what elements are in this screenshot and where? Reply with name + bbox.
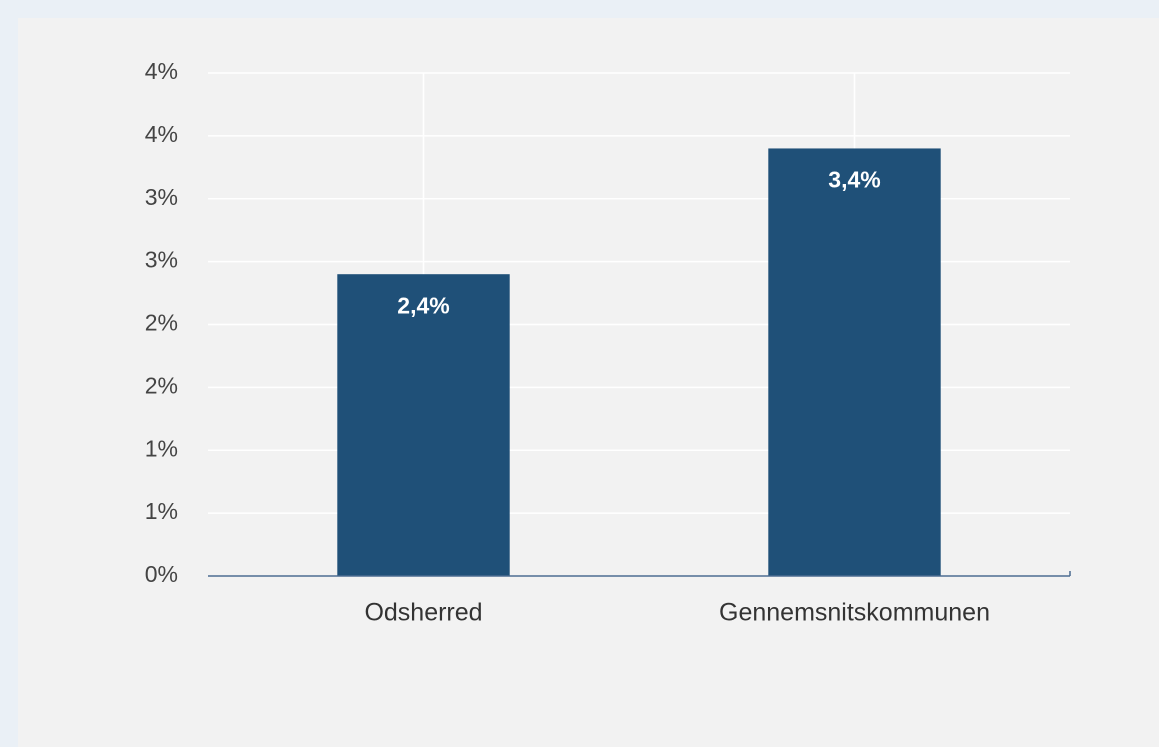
y-tick-label: 2% — [145, 372, 178, 398]
y-tick-label: 0% — [145, 561, 178, 587]
y-tick-label: 2% — [145, 310, 178, 336]
panel — [18, 18, 1159, 747]
bar — [337, 274, 510, 576]
y-tick-label: 1% — [145, 435, 178, 461]
x-tick-label: Odsherred — [364, 599, 482, 627]
y-tick-label: 3% — [145, 247, 178, 273]
x-tick-label: Gennemsnitskommunen — [719, 599, 990, 627]
y-tick-label: 4% — [145, 58, 178, 84]
data-label: 2,4% — [397, 292, 449, 318]
data-label: 3,4% — [828, 167, 880, 193]
y-tick-label: 4% — [145, 121, 178, 147]
bar — [768, 148, 941, 576]
y-tick-label: 1% — [145, 498, 178, 524]
y-tick-label: 3% — [145, 184, 178, 210]
